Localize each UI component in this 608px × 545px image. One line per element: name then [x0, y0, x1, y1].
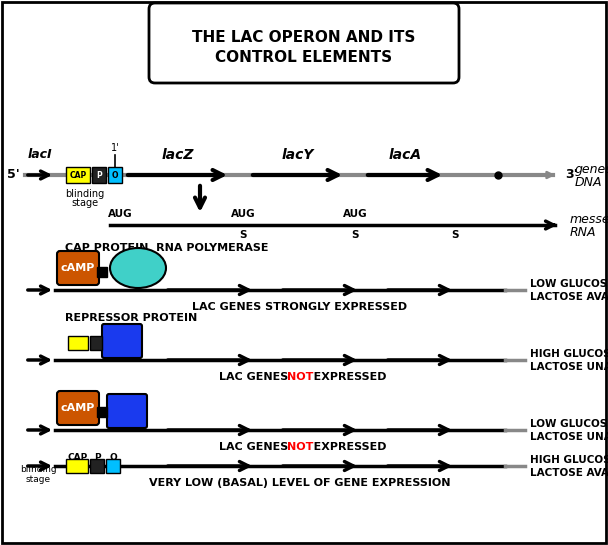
FancyBboxPatch shape — [66, 459, 88, 473]
Text: blinding: blinding — [66, 189, 105, 199]
Text: VERY LOW (BASAL) LEVEL OF GENE EXPRESSION: VERY LOW (BASAL) LEVEL OF GENE EXPRESSIO… — [149, 478, 451, 488]
Text: cAMP: cAMP — [61, 403, 95, 413]
Text: P: P — [96, 171, 102, 179]
Text: O: O — [109, 452, 117, 462]
FancyBboxPatch shape — [107, 394, 147, 428]
FancyBboxPatch shape — [90, 459, 104, 473]
FancyBboxPatch shape — [57, 391, 99, 425]
Text: LOW GLUCOSE: LOW GLUCOSE — [530, 279, 608, 289]
Text: REPRESSOR PROTEIN: REPRESSOR PROTEIN — [65, 313, 197, 323]
Text: messenger: messenger — [570, 214, 608, 227]
Text: RNA: RNA — [570, 226, 596, 239]
Text: AUG: AUG — [343, 209, 367, 219]
Text: 5': 5' — [7, 168, 20, 181]
Text: LACTOSE AVAILABLE: LACTOSE AVAILABLE — [530, 468, 608, 478]
Text: O: O — [112, 171, 118, 179]
Text: blinding: blinding — [19, 464, 57, 474]
Text: genes: genes — [575, 162, 608, 175]
Text: THE LAC OPERON AND ITS: THE LAC OPERON AND ITS — [192, 29, 416, 45]
FancyBboxPatch shape — [90, 336, 102, 350]
Text: EXPRESSED: EXPRESSED — [302, 372, 387, 382]
Text: cAMP: cAMP — [61, 263, 95, 273]
Text: 3': 3' — [565, 168, 578, 181]
Text: P: P — [94, 452, 100, 462]
FancyBboxPatch shape — [97, 407, 107, 417]
Text: S: S — [451, 230, 459, 240]
Text: CONTROL ELEMENTS: CONTROL ELEMENTS — [215, 50, 393, 64]
Text: LACTOSE AVAILABLE: LACTOSE AVAILABLE — [530, 292, 608, 302]
Text: HIGH GLUCOSE: HIGH GLUCOSE — [530, 349, 608, 359]
Text: lacI: lacI — [28, 148, 52, 161]
Text: stage: stage — [71, 198, 98, 208]
Text: S: S — [351, 230, 359, 240]
Text: lacA: lacA — [389, 148, 421, 162]
Text: AUG: AUG — [230, 209, 255, 219]
Text: lacZ: lacZ — [161, 148, 194, 162]
Text: EXPRESSED: EXPRESSED — [302, 442, 387, 452]
Text: lacY: lacY — [282, 148, 314, 162]
Text: LACTOSE UNAVAILABLE: LACTOSE UNAVAILABLE — [530, 362, 608, 372]
Text: NOT: NOT — [287, 442, 313, 452]
Text: LAC GENES: LAC GENES — [219, 442, 300, 452]
Text: HIGH GLUCOSE: HIGH GLUCOSE — [530, 455, 608, 465]
FancyBboxPatch shape — [66, 167, 90, 183]
Text: LACTOSE UNAVAILABLE: LACTOSE UNAVAILABLE — [530, 432, 608, 442]
Text: CAP: CAP — [68, 452, 88, 462]
Text: AUG: AUG — [108, 209, 133, 219]
FancyBboxPatch shape — [92, 167, 106, 183]
Text: DNA: DNA — [575, 175, 603, 189]
Text: CAP: CAP — [69, 171, 86, 179]
FancyBboxPatch shape — [149, 3, 459, 83]
Text: 1': 1' — [111, 143, 119, 153]
Text: NOT: NOT — [287, 372, 313, 382]
FancyBboxPatch shape — [106, 459, 120, 473]
FancyBboxPatch shape — [97, 267, 107, 277]
Text: LAC GENES: LAC GENES — [219, 372, 300, 382]
Text: LAC GENES STRONGLY EXPRESSED: LAC GENES STRONGLY EXPRESSED — [193, 302, 407, 312]
FancyBboxPatch shape — [108, 167, 122, 183]
Text: CAP PROTEIN  RNA POLYMERASE: CAP PROTEIN RNA POLYMERASE — [65, 243, 269, 253]
FancyBboxPatch shape — [68, 336, 88, 350]
FancyBboxPatch shape — [57, 251, 99, 285]
Text: LOW GLUCOSE: LOW GLUCOSE — [530, 419, 608, 429]
Text: S: S — [240, 230, 247, 240]
Ellipse shape — [110, 248, 166, 288]
Text: stage: stage — [26, 475, 50, 483]
FancyBboxPatch shape — [102, 324, 142, 358]
